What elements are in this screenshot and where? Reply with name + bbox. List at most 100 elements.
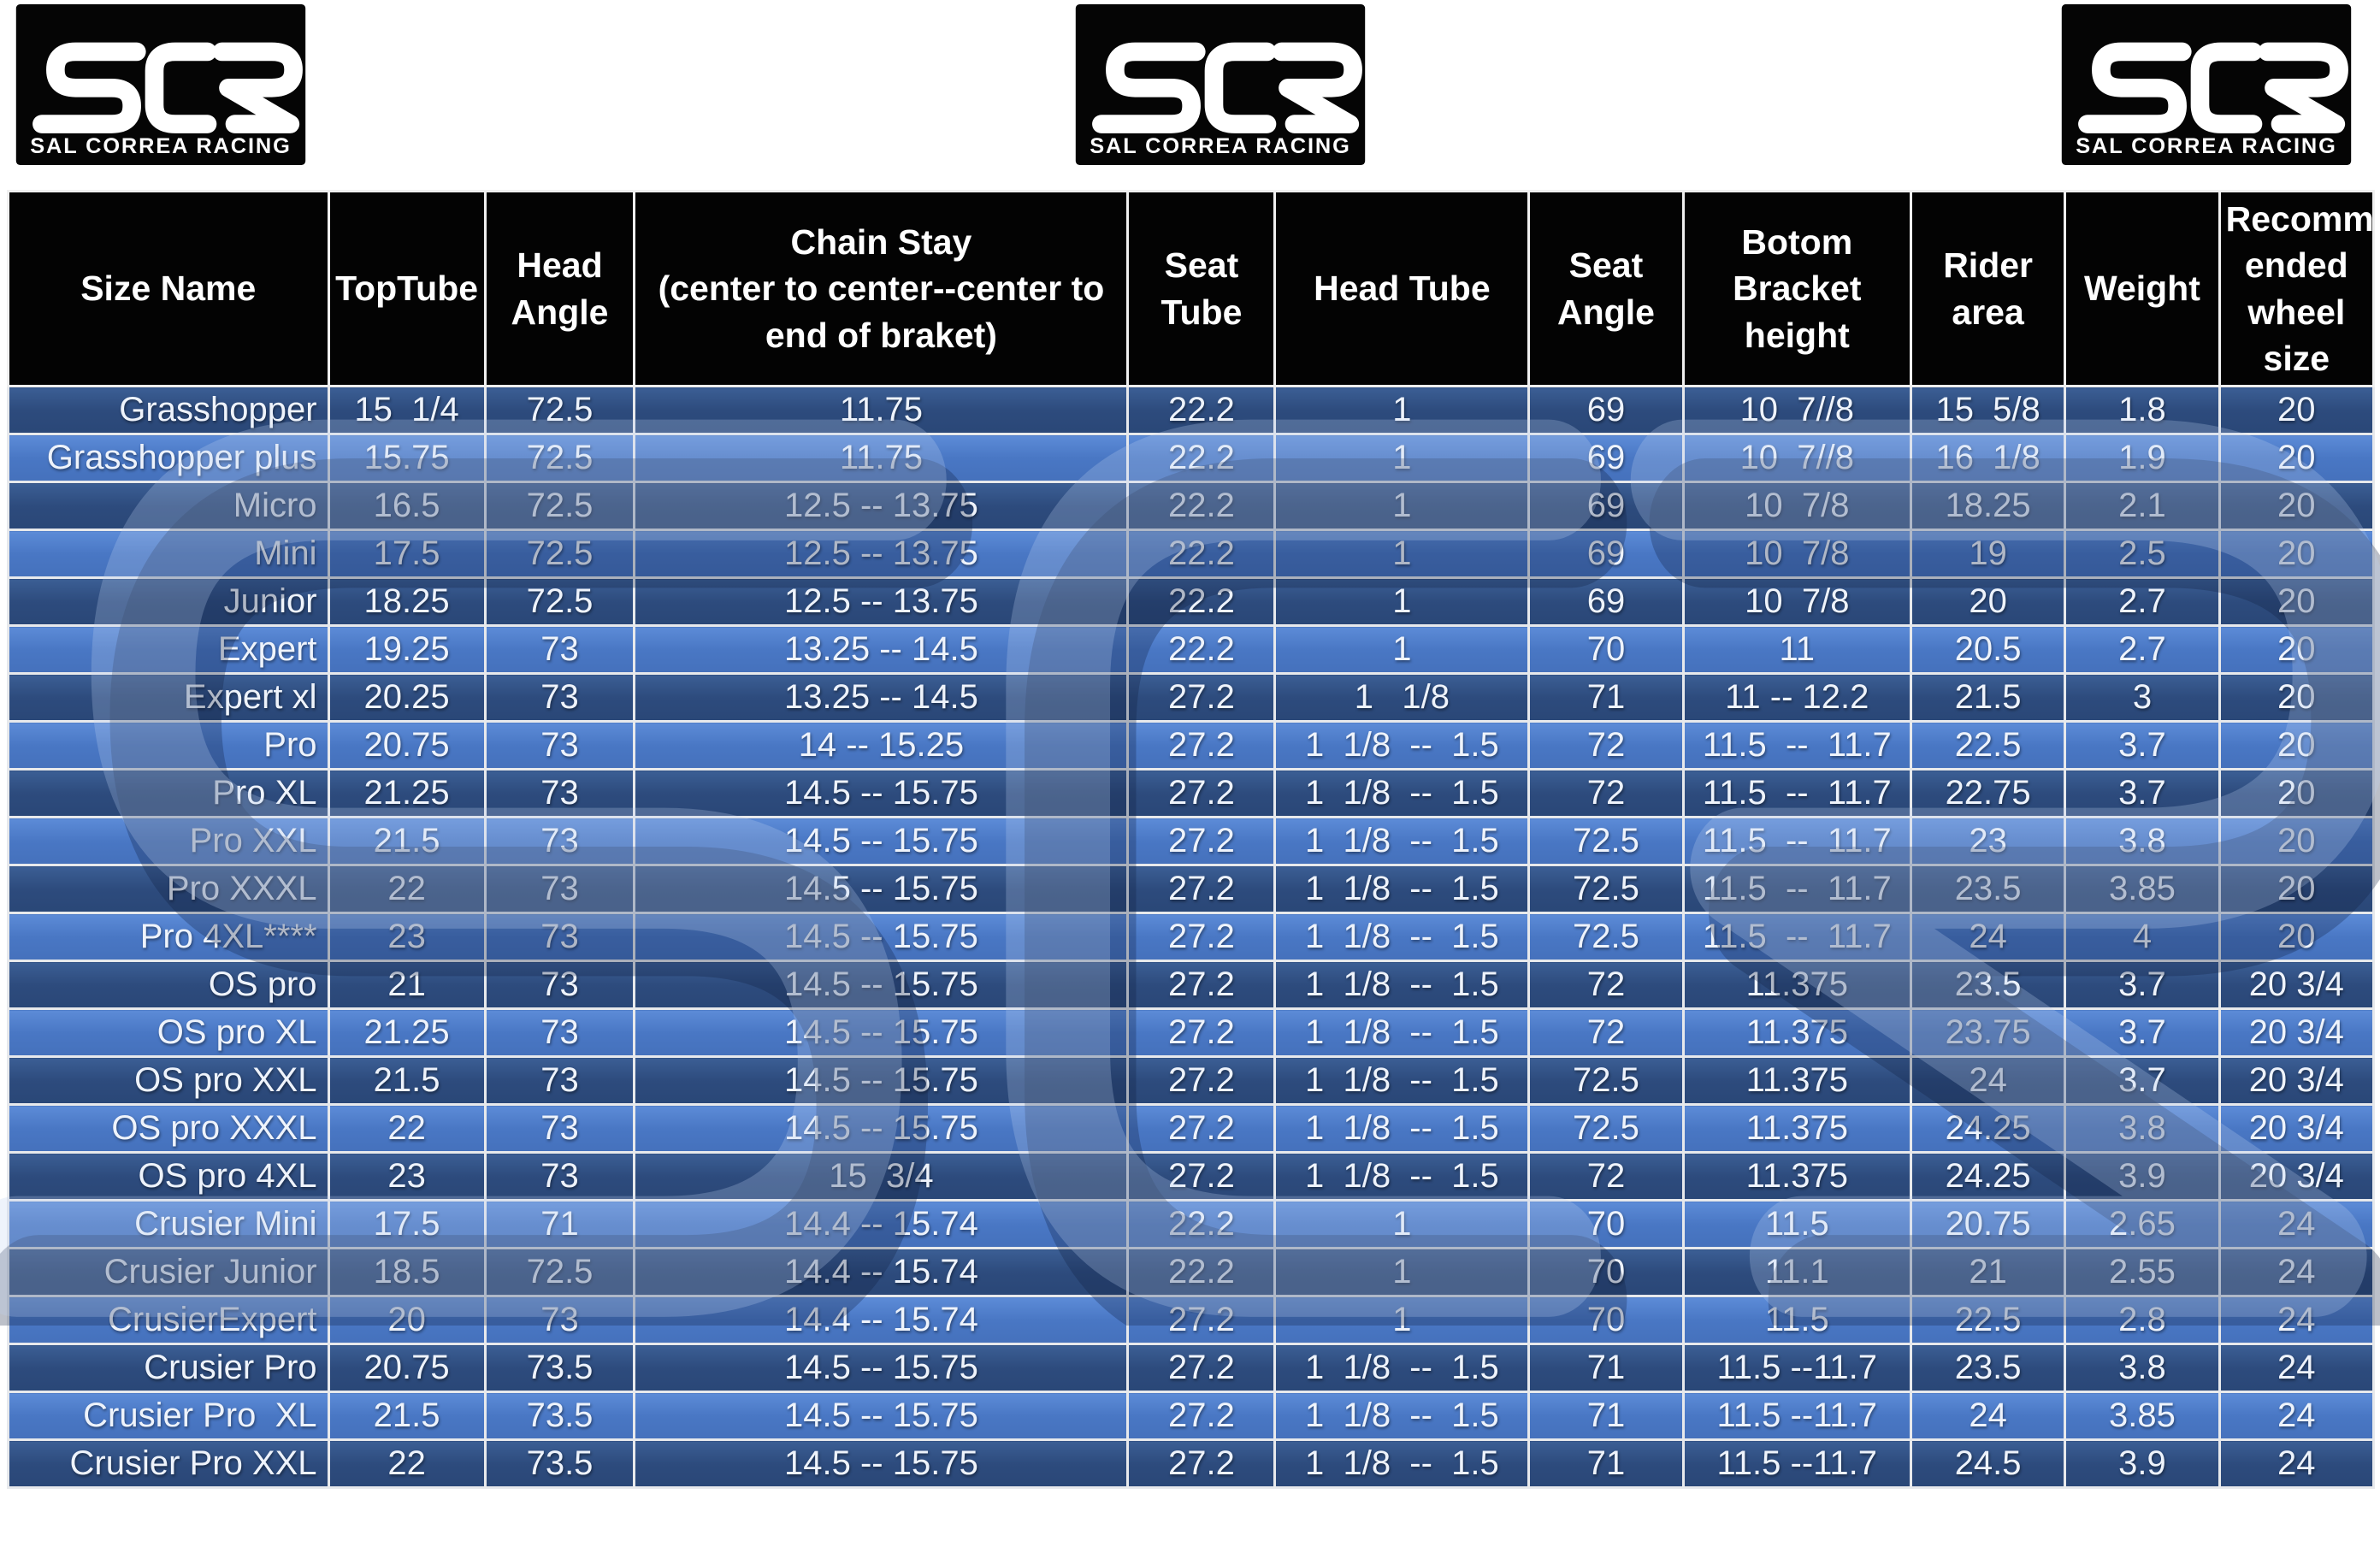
value-cell: 73	[483, 1103, 636, 1154]
value-cell: 71	[1527, 1343, 1685, 1393]
value-cell: 27.2	[1126, 1343, 1277, 1393]
value-cell: 1 1/8 -- 1.5	[1273, 768, 1531, 818]
column-header: TopTube	[327, 190, 487, 387]
value-cell: 20	[2218, 816, 2376, 866]
value-cell: 22.2	[1126, 385, 1277, 435]
value-cell: 24	[2218, 1343, 2376, 1393]
table-row: Crusier Pro XXL 22 73.5 14.5 -- 15.75 27.2 1 …	[7, 1438, 2376, 1489]
value-cell: 72.5	[483, 1247, 636, 1297]
value-cell: 72	[1527, 1007, 1685, 1058]
value-cell: 22	[327, 1103, 487, 1154]
value-cell: 69	[1527, 529, 1685, 579]
size-name-cell: OS pro XL	[7, 1007, 330, 1058]
value-cell: 11.75	[633, 385, 1130, 435]
value-cell: 1 1/8 -- 1.5	[1273, 1007, 1531, 1058]
value-cell: 13.25 -- 14.5	[633, 624, 1130, 675]
value-cell: 22.2	[1126, 1199, 1277, 1249]
value-cell: 10 7/8	[1681, 529, 1912, 579]
value-cell: 11.1	[1681, 1247, 1912, 1297]
size-name-cell: Pro XXXL	[7, 864, 330, 914]
size-name-cell: Crusier Mini	[7, 1199, 330, 1249]
value-cell: 14.4 -- 15.74	[633, 1199, 1130, 1249]
logo-subtext: SAL CORREA RACING	[2076, 134, 2336, 158]
value-cell: 20 3/4	[2218, 1007, 2376, 1058]
column-header: Chain Stay (center to center--center to …	[633, 190, 1130, 387]
value-cell: 24	[2218, 1247, 2376, 1297]
size-name-cell: OS pro 4XL	[7, 1151, 330, 1202]
value-cell: 27.2	[1126, 1151, 1277, 1202]
size-name-cell: Expert	[7, 624, 330, 675]
value-cell: 11 -- 12.2	[1681, 672, 1912, 723]
value-cell: 20	[2218, 768, 2376, 818]
value-cell: 24	[2218, 1438, 2376, 1489]
value-cell: 1.9	[2064, 433, 2221, 483]
value-cell: 27.2	[1126, 1055, 1277, 1106]
value-cell: 11.5 -- 11.7	[1681, 912, 1912, 962]
value-cell: 21	[327, 960, 487, 1010]
value-cell: 72	[1527, 720, 1685, 771]
logo-letter-r	[2258, 42, 2348, 133]
value-cell: 73	[483, 672, 636, 723]
value-cell: 24	[1909, 912, 2067, 962]
value-cell: 20 3/4	[2218, 960, 2376, 1010]
table-row: Pro XXL 21.5 73 14.5 -- 15.75 27.2 1 1/8 -- 1…	[7, 816, 2376, 866]
value-cell: 72.5	[483, 385, 636, 435]
table-header: Size Name TopTube Head Angle Chain Stay (ce…	[7, 190, 2376, 387]
size-name-cell: Pro	[7, 720, 330, 771]
value-cell: 72.5	[1527, 864, 1685, 914]
table-row: Crusier Junior 18.5 72.5 14.4 -- 15.74 22.2 1…	[7, 1247, 2376, 1297]
value-cell: 18.25	[1909, 481, 2067, 531]
value-cell: 11.5 --11.7	[1681, 1438, 1912, 1489]
value-cell: 22	[327, 864, 487, 914]
value-cell: 20 3/4	[2218, 1151, 2376, 1202]
value-cell: 20	[2218, 576, 2376, 627]
value-cell: 20	[2218, 864, 2376, 914]
value-cell: 24	[2218, 1391, 2376, 1441]
value-cell: 23	[1909, 816, 2067, 866]
size-name-cell: OS pro	[7, 960, 330, 1010]
size-name-cell: Pro XL	[7, 768, 330, 818]
column-header: Recomm ended wheel size	[2218, 190, 2376, 387]
value-cell: 20	[1909, 576, 2067, 627]
value-cell: 3.8	[2064, 1343, 2221, 1393]
value-cell: 1 1/8	[1273, 672, 1531, 723]
value-cell: 13.25 -- 14.5	[633, 672, 1130, 723]
value-cell: 11.5 -- 11.7	[1681, 720, 1912, 771]
value-cell: 16 1/8	[1909, 433, 2067, 483]
value-cell: 3.7	[2064, 1007, 2221, 1058]
value-cell: 3.9	[2064, 1438, 2221, 1489]
value-cell: 3.7	[2064, 960, 2221, 1010]
value-cell: 71	[1527, 1438, 1685, 1489]
value-cell: 20.75	[1909, 1199, 2067, 1249]
value-cell: 18.5	[327, 1247, 487, 1297]
value-cell: 14 -- 15.25	[633, 720, 1130, 771]
value-cell: 20	[2218, 624, 2376, 675]
value-cell: 22	[327, 1438, 487, 1489]
value-cell: 69	[1527, 481, 1685, 531]
value-cell: 3.85	[2064, 864, 2221, 914]
value-cell: 24	[2218, 1199, 2376, 1249]
value-cell: 3	[2064, 672, 2221, 723]
table-row: Pro 4XL**** 23 73 14.5 -- 15.75 27.2 1 1/8 --…	[7, 912, 2376, 962]
value-cell: 23.5	[1909, 1343, 2067, 1393]
value-cell: 1 1/8 -- 1.5	[1273, 816, 1531, 866]
column-header: Seat Tube	[1126, 190, 1277, 387]
value-cell: 27.2	[1126, 864, 1277, 914]
table-row: Crusier Pro 20.75 73.5 14.5 -- 15.75 27.2 1 1…	[7, 1343, 2376, 1393]
value-cell: 20	[2218, 912, 2376, 962]
value-cell: 27.2	[1126, 1007, 1277, 1058]
value-cell: 21.5	[327, 816, 487, 866]
table-row: Pro XL 21.25 73 14.5 -- 15.75 27.2 1 1/8 -- 1…	[7, 768, 2376, 818]
size-name-cell: OS pro XXXL	[7, 1103, 330, 1154]
value-cell: 15 5/8	[1909, 385, 2067, 435]
table-row: OS pro 21 73 14.5 -- 15.75 27.2 1 1/8 -- 1.5 7…	[7, 960, 2376, 1010]
value-cell: 20.75	[327, 1343, 487, 1393]
value-cell: 21.5	[1909, 672, 2067, 723]
size-name-cell: Pro 4XL****	[7, 912, 330, 962]
column-header: Weight	[2064, 190, 2221, 387]
size-name-cell: Crusier Junior	[7, 1247, 330, 1297]
value-cell: 11.5 --11.7	[1681, 1391, 1912, 1441]
size-name-cell: Crusier Pro	[7, 1343, 330, 1393]
value-cell: 27.2	[1126, 1295, 1277, 1345]
logo-letter-c	[1204, 42, 1277, 133]
